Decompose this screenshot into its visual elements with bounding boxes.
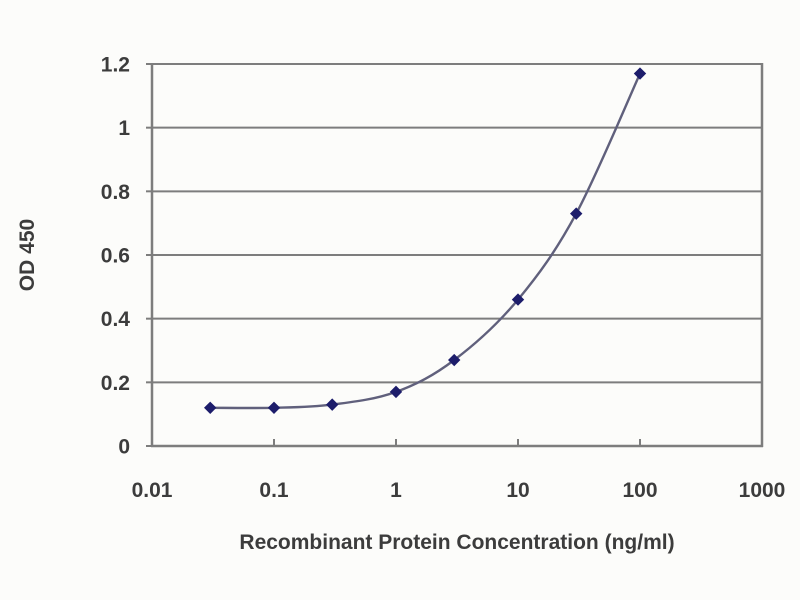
data-point-marker (448, 353, 461, 367)
data-series-line (210, 73, 642, 410)
y-tick-label: 0.2 (101, 372, 130, 395)
x-tick-label: 0.01 (132, 479, 173, 502)
data-point-marker (267, 401, 281, 415)
x-tick-label: 100 (622, 479, 657, 502)
x-tick-label: 1000 (739, 479, 786, 502)
x-tick-label: 1 (390, 479, 402, 502)
data-point-marker (204, 401, 217, 415)
y-tick-labels: 0 0.2 0.4 0.6 0.8 1 1.2 (101, 54, 131, 459)
x-axis-title: Recombinant Protein Concentration (ng/ml… (239, 531, 674, 554)
data-point-marker (389, 385, 403, 399)
y-tick-label: 1 (118, 117, 130, 140)
y-tick-label: 1.2 (101, 54, 130, 77)
y-tick-label: 0.6 (101, 245, 130, 268)
y-axis-title: OD 450 (16, 219, 39, 291)
data-point-marker (326, 398, 339, 411)
grid-lines (152, 63, 762, 384)
data-point-marker (570, 207, 583, 220)
y-tick-label: 0.8 (101, 181, 131, 204)
data-point-marker (511, 293, 525, 306)
x-tick-label: 10 (506, 479, 529, 502)
axis-ticks (146, 63, 763, 447)
data-point-markers (204, 67, 647, 415)
data-point-marker (633, 67, 647, 80)
x-tick-labels: 0.01 0.1 1 10 100 1000 (132, 479, 786, 502)
x-tick-label: 0.1 (259, 479, 289, 502)
series-curve (210, 73, 642, 410)
y-tick-label: 0 (118, 436, 130, 459)
y-tick-label: 0.4 (101, 308, 131, 331)
